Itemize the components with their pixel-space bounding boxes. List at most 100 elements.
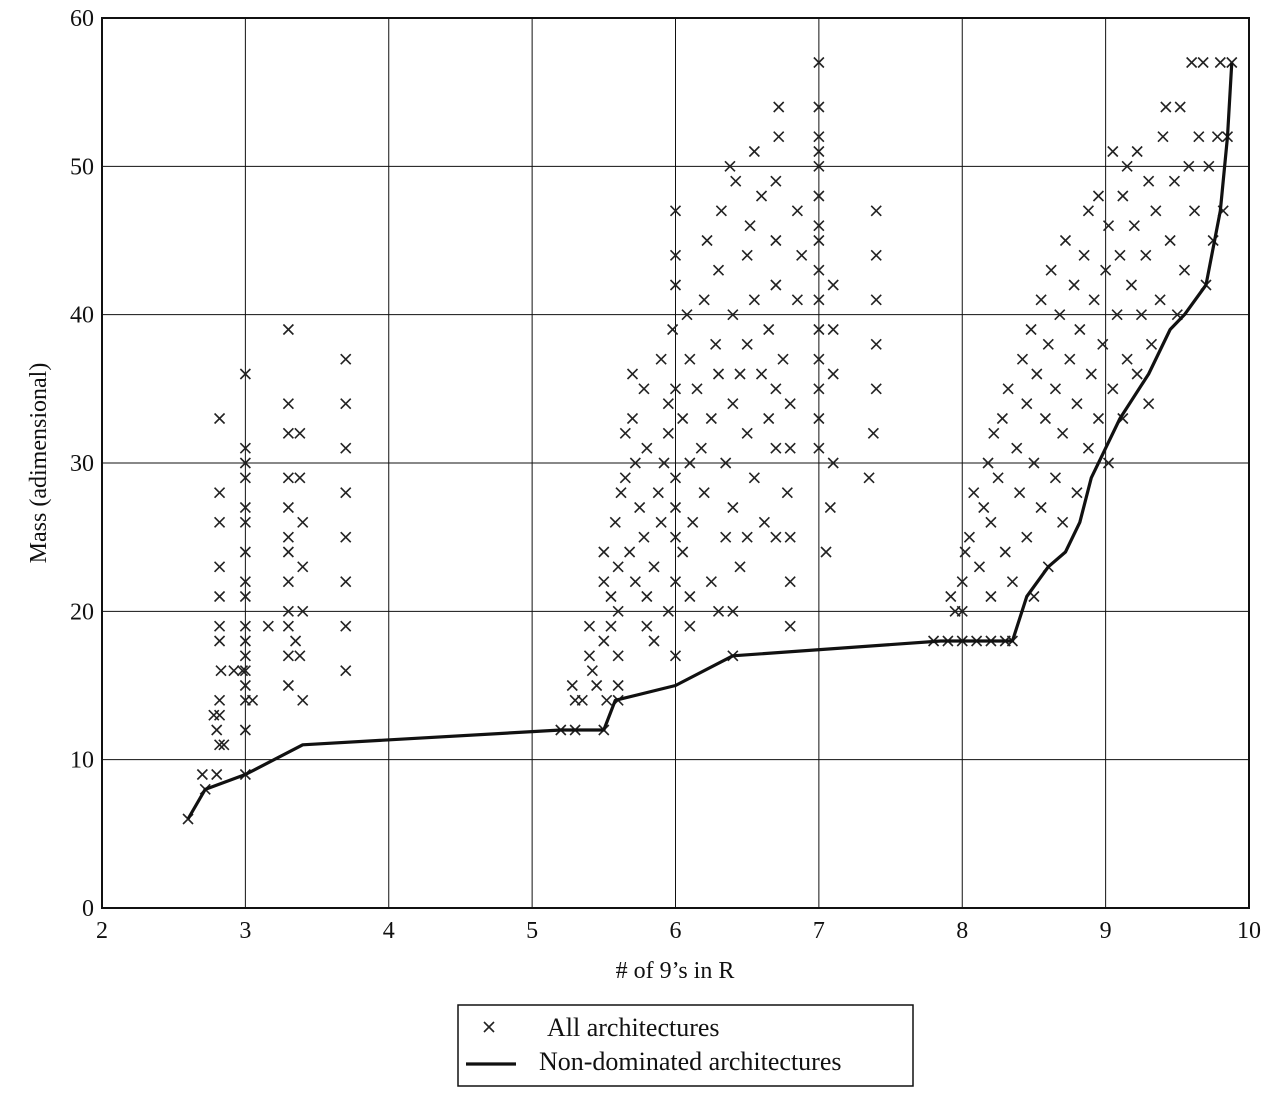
scatter-point: [959, 546, 971, 558]
plot-frame: [101, 17, 1250, 909]
scatter-point: [612, 561, 624, 573]
scatter-point: [1125, 279, 1137, 291]
scatter-point: [239, 724, 251, 736]
scatter-point: [1054, 309, 1066, 321]
scatter-point: [1049, 383, 1062, 395]
scatter-point: [612, 605, 624, 617]
scatter-point: [681, 309, 693, 321]
scatter-point: [813, 383, 825, 395]
scatter-point: [598, 576, 610, 588]
scatter-point: [239, 576, 251, 588]
scatter-point: [1045, 264, 1057, 276]
scatter-point: [727, 398, 739, 410]
y-axis-label: Mass (adimensional): [26, 363, 52, 564]
scatter-point: [626, 368, 639, 380]
scatter-point: [297, 516, 309, 528]
scatter-point: [813, 101, 825, 113]
scatter-point: [748, 145, 760, 158]
scatter-point: [813, 190, 825, 202]
scatter-point: [1092, 412, 1105, 425]
scatter-point: [992, 472, 1004, 484]
scatter-point: [748, 472, 760, 484]
scatter-point: [218, 739, 230, 751]
x-tick-label: 8: [956, 918, 968, 944]
scatter-point: [297, 605, 309, 617]
scatter-point: [1143, 398, 1155, 410]
scatter-point: [695, 442, 707, 454]
scatter-point: [211, 768, 223, 781]
scatter-point: [612, 650, 624, 662]
scatter-point: [770, 234, 782, 247]
scatter-point: [641, 442, 653, 454]
scatter-point: [591, 679, 603, 692]
scatter-point: [1135, 309, 1148, 321]
scatter-point: [1039, 412, 1051, 425]
scatter-point: [1082, 205, 1094, 217]
scatter-point: [214, 620, 226, 632]
x-tick-label: 5: [526, 918, 538, 944]
scatter-point: [870, 294, 882, 306]
scatter-point: [214, 561, 226, 573]
scatter-point: [677, 546, 689, 558]
scatter-point: [340, 531, 352, 543]
scatter-point: [813, 234, 825, 247]
x-tick-label: 6: [670, 918, 682, 944]
scatter-point: [1074, 323, 1086, 336]
scatter-point: [1031, 368, 1043, 380]
scatter-point: [705, 412, 717, 425]
scatter-point: [282, 679, 294, 692]
scatter-point: [239, 516, 251, 528]
scatter-point: [985, 590, 997, 603]
scatter-point: [698, 294, 710, 306]
scatter-point: [282, 427, 294, 439]
scatter-point: [1143, 175, 1155, 187]
scatter-point: [215, 665, 227, 677]
scatter-point: [996, 412, 1008, 425]
scatter-point: [827, 368, 839, 380]
scatter-point: [282, 398, 294, 410]
scatter-point: [655, 353, 667, 365]
scatter-point: [658, 457, 670, 469]
scatter-point: [1183, 160, 1195, 172]
scatter-point: [669, 531, 682, 543]
scatter-point: [734, 561, 746, 573]
scatter-point: [684, 590, 696, 603]
scatter-point: [340, 665, 352, 677]
scatter-point: [727, 501, 739, 514]
scatter-point: [1071, 487, 1083, 499]
scatter-point: [1186, 56, 1198, 69]
scatter-point: [652, 487, 664, 499]
scatter-markers: [182, 56, 1238, 825]
scatter-point: [239, 442, 251, 454]
scatter-point: [710, 338, 722, 350]
scatter-point: [1114, 249, 1126, 261]
scatter-point: [239, 546, 251, 558]
scatter-point: [712, 264, 725, 276]
scatter-point: [662, 398, 674, 410]
scatter-point: [827, 279, 839, 291]
scatter-point: [1150, 205, 1162, 217]
scatter-point: [730, 175, 742, 187]
scatter-point: [813, 353, 825, 365]
scatter-point: [638, 383, 650, 395]
scatter-point: [863, 472, 875, 484]
scatter-point: [701, 234, 713, 247]
scatter-point: [211, 724, 223, 736]
scatter-point: [214, 487, 226, 499]
scatter-point: [566, 679, 578, 692]
scatter-point: [615, 487, 627, 499]
scatter-point: [1059, 234, 1072, 247]
scatter-point: [1014, 487, 1026, 499]
scatter-point: [784, 576, 796, 588]
scatter-point: [1085, 368, 1097, 380]
scatter-point: [1021, 531, 1033, 543]
scatter-point: [289, 635, 302, 647]
scatter-point: [282, 605, 294, 617]
scatter-point: [763, 323, 775, 336]
scatter-point: [758, 516, 770, 528]
scatter-point: [340, 620, 352, 632]
scatter-point: [669, 650, 682, 662]
scatter-point: [773, 131, 785, 143]
scatter-point: [827, 323, 839, 336]
scatter-point: [1016, 353, 1029, 365]
